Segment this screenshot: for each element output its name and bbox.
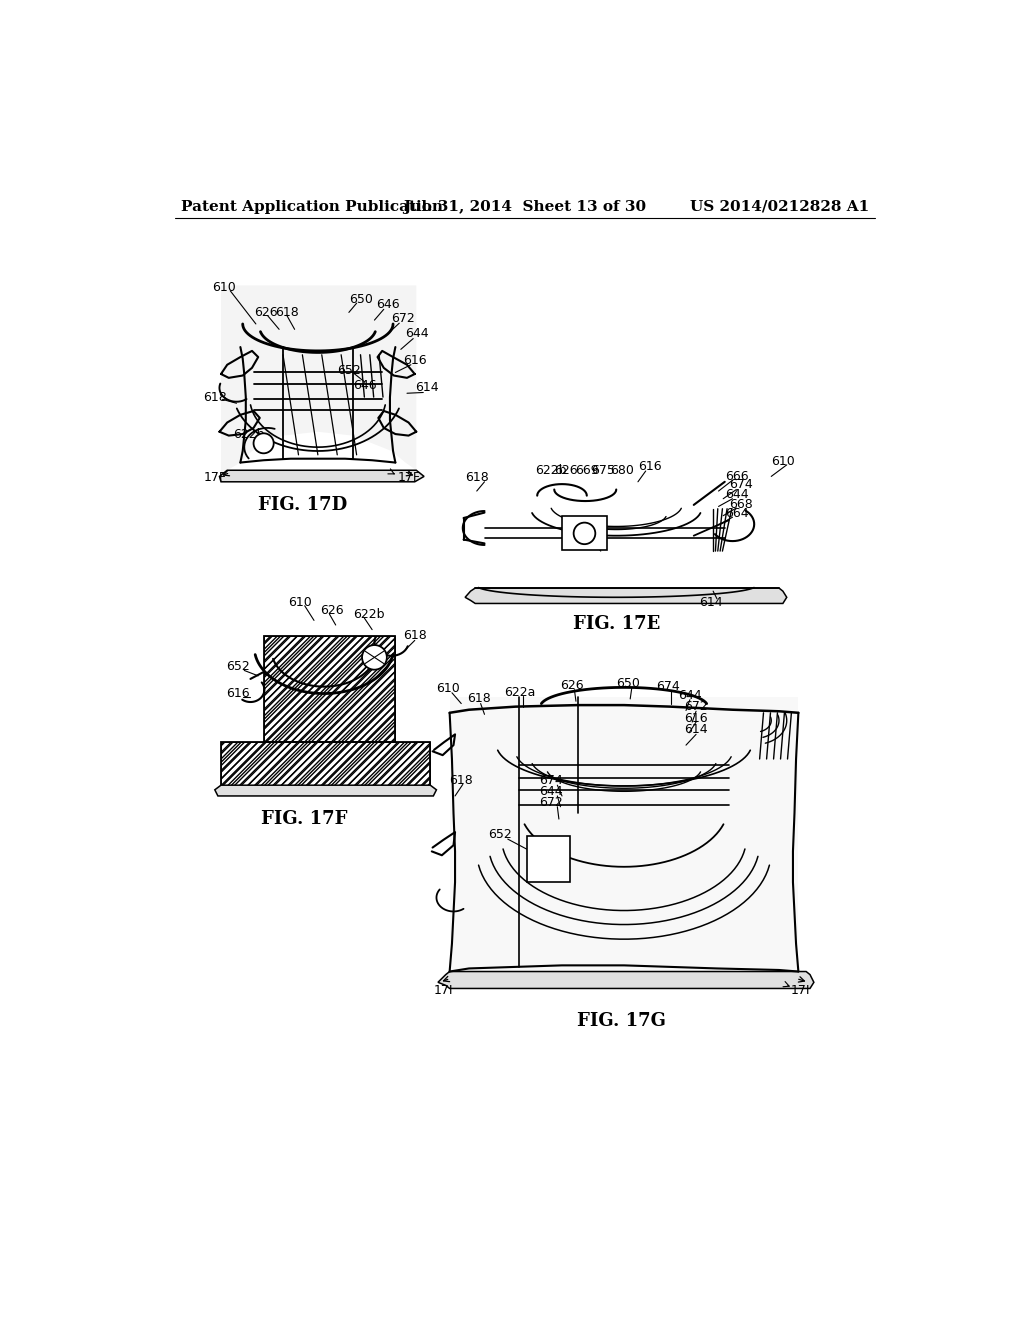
Text: 646: 646: [352, 379, 377, 392]
Polygon shape: [438, 972, 814, 989]
Text: Jul. 31, 2014  Sheet 13 of 30: Jul. 31, 2014 Sheet 13 of 30: [403, 199, 646, 214]
Text: 674: 674: [729, 478, 753, 491]
Text: 618: 618: [467, 693, 492, 705]
Text: 17F: 17F: [397, 471, 421, 484]
Text: 652: 652: [225, 660, 250, 673]
Text: 610: 610: [212, 281, 237, 294]
Polygon shape: [527, 836, 569, 882]
Polygon shape: [221, 285, 417, 477]
Polygon shape: [562, 516, 607, 549]
Text: 614: 614: [699, 597, 723, 610]
Text: 644: 644: [725, 488, 749, 502]
Polygon shape: [221, 742, 430, 789]
Text: 680: 680: [610, 463, 634, 477]
Text: 626: 626: [254, 306, 278, 319]
Circle shape: [573, 523, 595, 544]
Text: 616: 616: [225, 686, 249, 700]
Polygon shape: [263, 636, 395, 742]
Text: 626: 626: [560, 680, 584, 693]
Text: 652: 652: [337, 363, 361, 376]
Text: 672: 672: [391, 312, 416, 325]
Text: 614: 614: [684, 723, 708, 737]
Text: 17I: 17I: [434, 983, 454, 997]
Text: 622b: 622b: [232, 428, 264, 441]
Text: 626: 626: [321, 603, 344, 616]
Text: 616: 616: [684, 711, 708, 725]
Text: 672: 672: [539, 796, 562, 809]
Text: 650: 650: [349, 293, 373, 306]
Polygon shape: [450, 697, 799, 972]
Text: 666: 666: [725, 470, 749, 483]
Text: 664: 664: [725, 507, 749, 520]
Text: 669: 669: [575, 463, 599, 477]
Text: 17F: 17F: [203, 471, 226, 484]
Text: 644: 644: [678, 689, 701, 702]
Text: 618: 618: [275, 306, 299, 319]
Text: 668: 668: [729, 498, 753, 511]
Text: 676: 676: [575, 533, 600, 546]
Text: 618: 618: [203, 391, 227, 404]
Text: 652: 652: [488, 828, 512, 841]
Text: 610: 610: [771, 454, 795, 467]
Text: US 2014/0212828 A1: US 2014/0212828 A1: [689, 199, 869, 214]
Text: 644: 644: [406, 327, 429, 341]
Text: 622b: 622b: [352, 607, 384, 620]
Text: 646: 646: [376, 298, 399, 312]
Text: 675: 675: [591, 463, 614, 477]
Polygon shape: [219, 470, 424, 482]
Text: 672: 672: [684, 700, 709, 713]
Text: 674: 674: [656, 680, 680, 693]
Text: 650: 650: [616, 677, 640, 690]
Polygon shape: [215, 785, 436, 796]
Circle shape: [254, 433, 273, 453]
Text: 616: 616: [638, 459, 662, 473]
Text: 616: 616: [403, 354, 427, 367]
Text: FIG. 17D: FIG. 17D: [258, 496, 347, 513]
Text: FIG. 17F: FIG. 17F: [261, 810, 348, 828]
Text: 626: 626: [554, 463, 578, 477]
Text: 644: 644: [539, 785, 562, 797]
Text: FIG. 17E: FIG. 17E: [572, 615, 659, 634]
Text: 622a: 622a: [504, 685, 536, 698]
Text: 622b: 622b: [535, 463, 566, 477]
Text: 618: 618: [465, 471, 488, 484]
Text: 618: 618: [403, 630, 427, 643]
Text: Patent Application Publication: Patent Application Publication: [180, 199, 442, 214]
Text: 618: 618: [449, 774, 473, 787]
Text: 610: 610: [435, 681, 460, 694]
Text: FIG. 17G: FIG. 17G: [578, 1012, 667, 1030]
Text: 674: 674: [539, 774, 562, 787]
Polygon shape: [465, 589, 786, 603]
Text: 17I: 17I: [791, 983, 810, 997]
Circle shape: [362, 645, 387, 669]
Text: 610: 610: [288, 597, 311, 610]
Text: 614: 614: [416, 381, 439, 395]
